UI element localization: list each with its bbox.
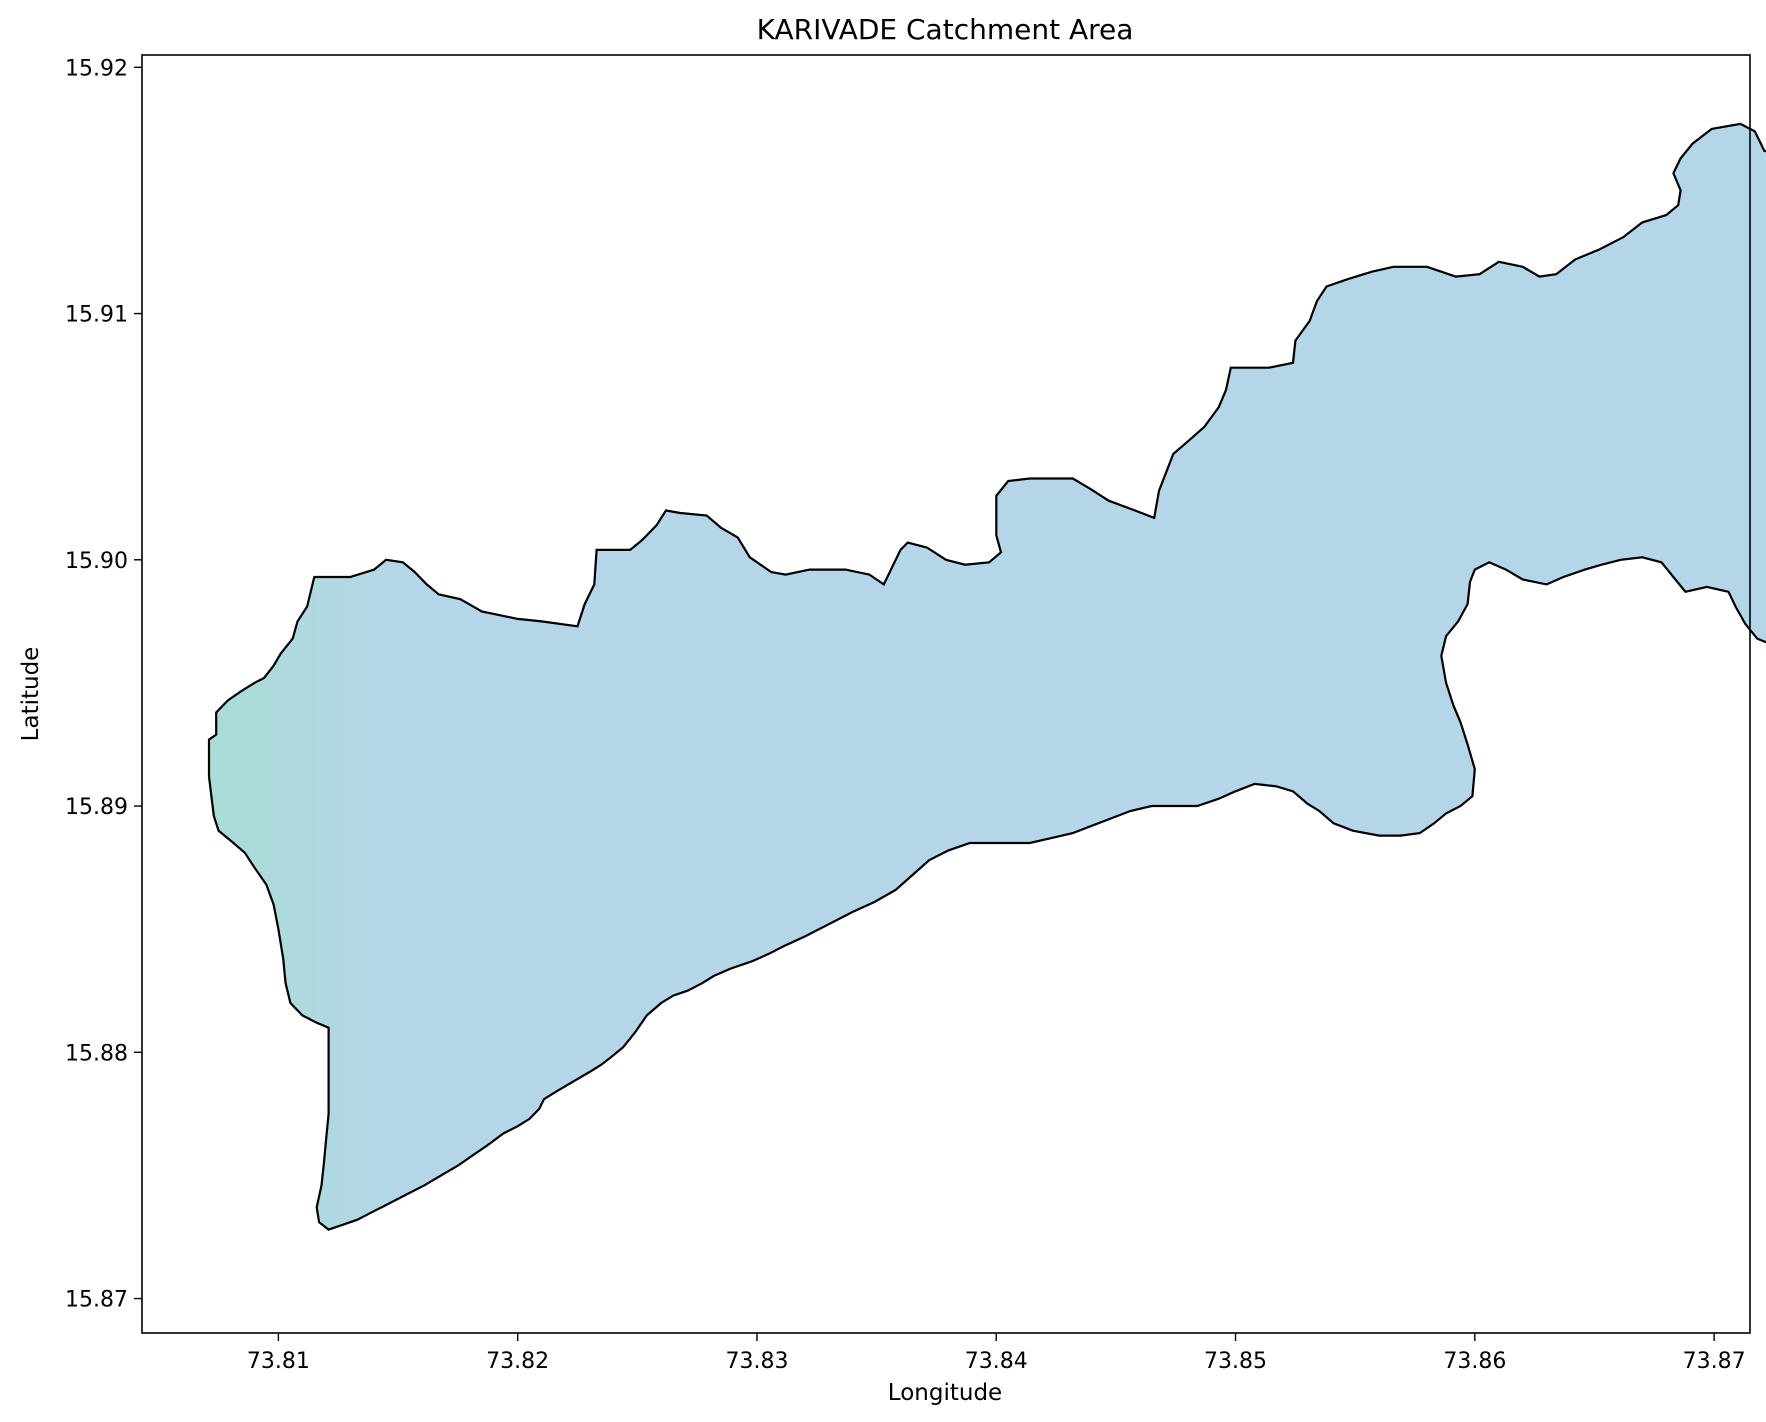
y-tick-label: 15.87 bbox=[65, 1288, 128, 1313]
y-tick-label: 15.92 bbox=[65, 56, 128, 81]
plot-area bbox=[141, 54, 1766, 1334]
axes-frame bbox=[141, 54, 1751, 1334]
x-tick-label: 73.82 bbox=[486, 1349, 549, 1374]
y-axis-label: Latitude bbox=[18, 647, 44, 742]
x-tick-label: 73.81 bbox=[247, 1349, 310, 1374]
y-tick-label: 15.90 bbox=[65, 549, 128, 574]
x-axis-label: Longitude bbox=[888, 1380, 1002, 1406]
x-tick-label: 73.87 bbox=[1683, 1349, 1746, 1374]
y-axis-ticks: 15.87 15.88 15.89 15.90 15.91 15.92 bbox=[65, 56, 142, 1313]
y-tick-label: 15.89 bbox=[65, 795, 128, 820]
x-axis-ticks: 73.81 73.82 73.83 73.84 73.85 73.86 73.87 bbox=[247, 1333, 1746, 1374]
x-tick-label: 73.86 bbox=[1443, 1349, 1506, 1374]
x-tick-label: 73.84 bbox=[965, 1349, 1028, 1374]
y-tick-label: 15.88 bbox=[65, 1041, 128, 1066]
x-tick-label: 73.85 bbox=[1204, 1349, 1267, 1374]
catchment-boundary-polygon bbox=[207, 122, 1766, 1231]
x-tick-label: 73.83 bbox=[725, 1349, 788, 1374]
y-tick-label: 15.91 bbox=[65, 303, 128, 328]
chart-title: KARIVADE Catchment Area bbox=[757, 13, 1134, 46]
